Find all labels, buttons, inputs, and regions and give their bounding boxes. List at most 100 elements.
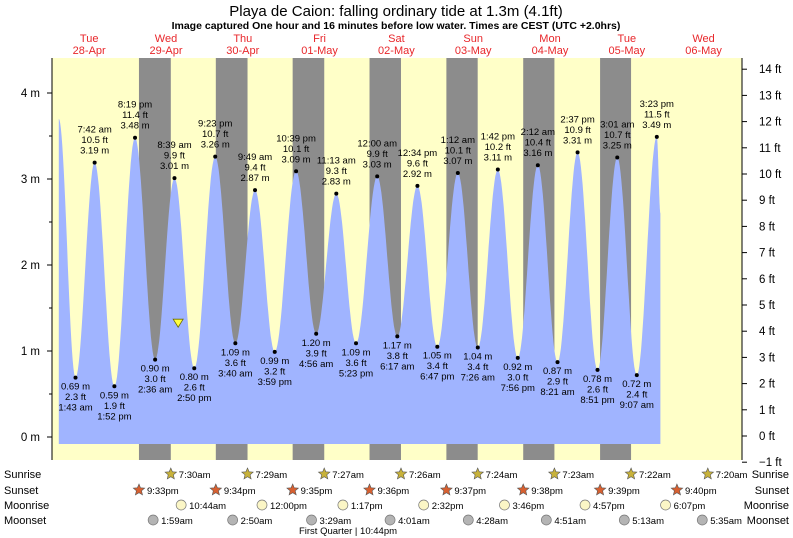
right-axis-label: 9 ft (759, 195, 776, 207)
moon-icon (462, 514, 474, 526)
event-time: 7:20am (716, 470, 748, 481)
low-tide-label: 0.90 m (141, 364, 170, 375)
event-time: 9:39pm (608, 486, 640, 497)
right-axis-label: 14 ft (759, 64, 782, 76)
event-time: 12:00pm (270, 501, 307, 512)
low-tide-label: 2.4 ft (626, 390, 647, 401)
low-tide-label: 3:40 am (218, 368, 252, 379)
event-time: 7:24am (486, 470, 518, 481)
event-time: 9:37pm (454, 486, 486, 497)
high-tide-label: 10.2 ft (485, 142, 512, 153)
high-tide-label: 10:39 pm (276, 133, 316, 144)
event-time: 10:44am (189, 501, 226, 512)
left-axis-label: 1 m (21, 346, 40, 358)
low-tide-label: 0.87 m (543, 366, 572, 377)
high-tide-point (213, 154, 218, 159)
low-tide-label: 8:51 pm (580, 395, 614, 406)
moon-icon (618, 514, 630, 526)
day-date: 02-May (378, 45, 415, 57)
row-label-right: Moonset (747, 515, 789, 527)
moon-icon (147, 514, 159, 526)
low-tide-label: 1.05 m (423, 351, 452, 362)
day-name: Sat (388, 33, 405, 45)
sun-icon (132, 483, 146, 496)
high-tide-label: 11:13 am (317, 156, 356, 167)
day-name: Tue (618, 33, 637, 45)
event-time: 4:51am (554, 516, 586, 527)
chart-subtitle: Image captured One hour and 16 minutes b… (172, 20, 621, 32)
sun-icon (394, 467, 408, 480)
sun-icon (317, 467, 331, 480)
event-time: 1:17pm (351, 501, 383, 512)
right-axis-label: 6 ft (759, 274, 776, 286)
high-tide-label: 3.31 m (563, 135, 592, 146)
event-time: 9:40pm (685, 486, 717, 497)
high-tide-label: 2:12 am (521, 127, 555, 138)
event-time: 6:07pm (674, 501, 706, 512)
low-tide-label: 3.4 ft (427, 361, 448, 372)
right-axis-label: 2 ft (759, 379, 776, 391)
event-time: 4:57pm (593, 501, 625, 512)
low-tide-label: 3.6 ft (345, 358, 366, 369)
high-tide-point (92, 160, 97, 165)
low-tide-label: 8:21 am (540, 387, 574, 398)
high-tide-label: 3:01 am (600, 120, 634, 131)
low-tide-label: 0.72 m (622, 379, 651, 390)
event-time: 7:29am (256, 470, 288, 481)
high-tide-label: 11.4 ft (122, 110, 148, 121)
event-time: 7:26am (409, 470, 441, 481)
high-tide-point (455, 170, 460, 175)
chart-title: Playa de Caion: falling ordinary tide at… (229, 3, 563, 20)
day-date: 03-May (455, 45, 492, 57)
left-axis-label: 3 m (21, 174, 40, 186)
day-date: 04-May (532, 45, 569, 57)
sun-icon (363, 483, 376, 496)
right-axis-label: 3 ft (759, 352, 776, 364)
low-tide-label: 0.99 m (260, 356, 289, 367)
high-tide-label: 1:42 pm (481, 132, 515, 143)
astro-rows: Sunrise Sunrise Sunset Sunset Moonrise Moonri… (4, 467, 789, 537)
right-axis-label: 4 ft (759, 326, 776, 338)
right-axis-label: 10 ft (759, 169, 782, 181)
high-tide-label: 10.5 ft (81, 135, 108, 146)
row-label-right: Moonrise (744, 500, 789, 512)
low-tide-point (435, 344, 440, 349)
moon-icon (660, 499, 671, 511)
event-time: 7:23am (562, 470, 594, 481)
high-tide-point (294, 169, 299, 174)
high-tide-label: 12:34 pm (398, 148, 438, 159)
right-axis: −1 ft 0 ft 1 ft 2 ft 3 ft 4 ft 5 ft 6 ft 7 ft 8 f… (741, 58, 783, 469)
day-name: Thu (233, 33, 252, 45)
high-tide-label: 10.7 ft (604, 130, 631, 141)
low-tide-point (475, 345, 480, 350)
high-tide-label: 3.07 m (443, 156, 472, 167)
event-time: 3:29am (320, 516, 352, 527)
low-tide-label: 1:43 am (58, 403, 92, 414)
low-tide-label: 1.20 m (302, 338, 331, 349)
low-tide-label: 1.09 m (221, 347, 250, 358)
right-axis-label: −1 ft (759, 457, 783, 469)
low-tide-label: 1:52 pm (97, 411, 131, 422)
low-tide-point (153, 357, 158, 362)
low-tide-label: 3.4 ft (467, 362, 488, 373)
low-tide-point (272, 349, 277, 354)
low-tide-label: 0.80 m (180, 372, 209, 383)
high-tide-label: 3.01 m (160, 161, 189, 172)
low-tide-point (233, 341, 238, 346)
day-name: Sun (463, 33, 483, 45)
moon-icon (306, 514, 317, 526)
row-label-right: Sunrise (752, 469, 789, 481)
high-tide-label: 11.5 ft (644, 109, 670, 120)
moon-icon (256, 499, 268, 511)
low-tide-label: 2.6 ft (587, 384, 608, 395)
day-headers: Tue28-AprWed29-AprThu30-AprFri01-MaySat0… (73, 33, 723, 57)
high-tide-label: 9:49 am (238, 152, 272, 163)
day-name: Wed (155, 33, 177, 45)
event-time: 4:01am (398, 516, 430, 527)
event-time: 2:50am (241, 516, 273, 527)
low-tide-label: 2.9 ft (547, 377, 568, 388)
low-tide-label: 7:26 am (461, 373, 495, 384)
high-tide-point (375, 174, 380, 179)
high-tide-label: 9.9 ft (367, 149, 388, 160)
